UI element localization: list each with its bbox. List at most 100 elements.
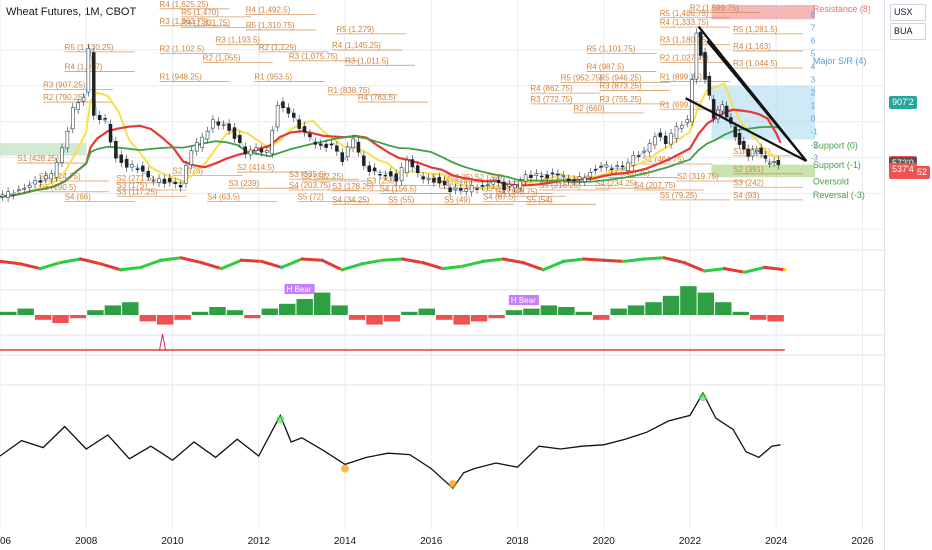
x-tick-label: 2024	[765, 536, 788, 547]
momentum-pane: 100'00'04B2B0−2B0.00	[0, 353, 915, 515]
candle-body	[248, 149, 253, 156]
histogram-bar	[418, 308, 436, 315]
oscillator-segment	[18, 262, 42, 271]
candle-body	[742, 141, 746, 150]
candle-body	[733, 126, 737, 138]
candle-body	[539, 175, 544, 178]
candle-body	[507, 184, 512, 187]
candle-body	[356, 141, 361, 153]
oscillator-segment	[360, 258, 384, 266]
pivot-label: R3 (755.25)	[599, 95, 642, 104]
h-bear-badge	[284, 284, 315, 294]
oscillator-segment	[78, 257, 103, 266]
candle-body	[746, 148, 750, 157]
candle-body	[459, 188, 463, 191]
candle-body	[141, 165, 145, 172]
candle-body	[44, 175, 48, 180]
candle-body	[767, 162, 772, 165]
pivot-label: S3 (190.5)	[39, 183, 77, 192]
candle-body	[698, 31, 703, 56]
oscillator-segment	[561, 257, 586, 263]
box-level-number: 8	[811, 11, 816, 20]
pivot-label: S4 (93)	[733, 191, 760, 200]
pivot-label: R5 (1,101.75)	[586, 45, 635, 54]
candle-body	[491, 181, 495, 185]
pivot-label: S4 (87.5)	[483, 193, 516, 202]
oscillator-segment	[99, 262, 123, 272]
candle-body	[480, 184, 485, 187]
candle-body	[529, 174, 533, 178]
x-tick-label: 2022	[679, 536, 702, 547]
currency-button[interactable]: USX	[890, 4, 926, 21]
pivot-label: R1 (699.75)	[660, 100, 703, 109]
histogram-bar	[104, 305, 122, 315]
momentum-highlight	[448, 480, 457, 488]
oscillator-segment	[662, 256, 686, 265]
trendline	[706, 40, 808, 162]
candle-body	[620, 165, 625, 168]
pivot-label: R4 (987.5)	[586, 63, 624, 72]
pivot-label: R2 (1,027.75)	[660, 54, 709, 63]
candle-body	[513, 184, 517, 189]
momentum-line	[0, 391, 781, 490]
histogram-bar	[69, 315, 87, 319]
scale-buttons: USX BUA	[890, 4, 926, 42]
candle-body	[265, 150, 269, 153]
pivot-label: S2 (376)	[172, 167, 203, 176]
momentum-highlight	[698, 393, 707, 402]
pivot-label: S3 (239)	[229, 179, 260, 188]
oscillator-segment	[239, 258, 264, 263]
histogram-bar	[540, 305, 558, 315]
candle-body	[205, 130, 210, 140]
x-tick-label: 2018	[506, 536, 529, 547]
candle-body	[763, 155, 768, 159]
candle-body	[653, 136, 657, 146]
x-tick-label: 2008	[75, 536, 98, 547]
histogram-bar	[209, 307, 226, 315]
pivot-label: S4 (207.75)	[634, 181, 676, 190]
candle-body	[610, 168, 614, 170]
candle-body	[221, 124, 226, 126]
candle-body	[518, 180, 522, 189]
candle-body	[685, 119, 690, 123]
histogram-bar	[331, 305, 348, 315]
pivot-label: R2 (1,599.75)	[690, 3, 739, 12]
candle-body	[11, 194, 16, 196]
price-pane: 1200'01000'0800'0600'0400'0200'0R2 (1,59…	[0, 0, 920, 234]
candle-body	[297, 119, 301, 129]
candle-body	[750, 149, 755, 157]
oscillator-segment	[340, 262, 364, 272]
histogram-bar	[767, 315, 784, 322]
price-scale[interactable]	[884, 0, 932, 550]
candle-body	[292, 112, 296, 118]
candle-body	[636, 155, 641, 157]
candle-body	[534, 173, 539, 176]
candle-body	[340, 152, 345, 162]
x-tick-label: 2020	[593, 536, 616, 547]
histogram-bar	[436, 315, 453, 320]
pivot-label: S3 (178.25)	[332, 182, 374, 191]
histogram-bar	[505, 310, 523, 315]
histogram-bar	[627, 305, 645, 315]
candle-body	[724, 105, 729, 118]
candle-body	[27, 184, 32, 188]
box-level-number: 4	[811, 63, 816, 72]
candle-body	[432, 177, 436, 183]
histogram-bar	[488, 315, 505, 319]
candle-body	[329, 143, 334, 146]
box-level-number: 0	[811, 115, 816, 124]
unit-button[interactable]: BUA	[890, 23, 926, 40]
candle-body	[135, 168, 140, 170]
h-bear-label: H Bear	[287, 285, 312, 294]
pivot-label: R3 (772.75)	[530, 95, 573, 104]
grid-lines	[0, 0, 884, 530]
candle-body	[362, 155, 366, 166]
h-bear-badge	[508, 295, 539, 305]
pivot-label: S3 (258)	[367, 176, 398, 185]
candle-body	[647, 143, 652, 153]
pivot-label: R4 (1,145.25)	[332, 41, 381, 50]
price-scale-label: 537'4	[889, 162, 917, 176]
pivot-label: S2 (319.75)	[677, 172, 719, 181]
